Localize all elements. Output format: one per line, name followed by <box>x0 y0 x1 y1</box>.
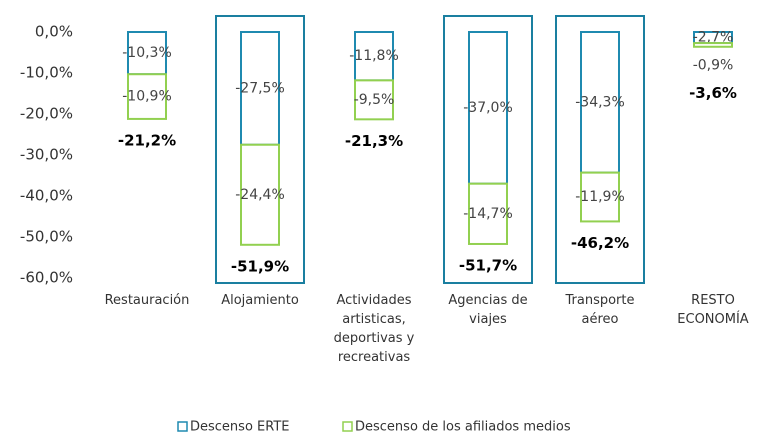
y-tick-label: -20,0% <box>20 105 73 123</box>
x-tick-line: Transporte <box>565 293 635 308</box>
x-tick-line: Restauración <box>105 293 190 308</box>
x-tick-line: recreativas <box>338 350 411 365</box>
value-label: -11,8% <box>349 48 399 64</box>
total-label: -51,7% <box>459 256 517 274</box>
x-tick-line: deportivas y <box>334 331 415 346</box>
x-tick-line: Actividades <box>336 293 411 308</box>
highlight-box <box>215 15 305 284</box>
total-label: -51,9% <box>231 257 289 275</box>
y-tick-label: -10,0% <box>20 64 73 82</box>
x-tick-label: RESTO ECONOMÍA <box>677 293 749 327</box>
value-label: -0,9% <box>693 58 734 74</box>
bar <box>468 31 508 185</box>
total-label: -21,2% <box>118 131 176 149</box>
y-tick-label: -50,0% <box>20 228 73 246</box>
legend-swatch <box>342 421 353 432</box>
x-tick-line: Alojamiento <box>221 293 299 308</box>
legend-label: Descenso de los afiliados medios <box>355 420 571 434</box>
total-label: -46,2% <box>571 234 629 252</box>
x-tick-label: Restauración <box>105 293 190 308</box>
x-tick-line: viajes <box>469 312 507 327</box>
y-tick-label: 0,0% <box>35 23 73 41</box>
x-tick-line: ECONOMÍA <box>677 311 749 327</box>
bar <box>240 143 280 246</box>
bar <box>580 31 620 174</box>
bar <box>693 42 733 48</box>
x-tick-label: Transporte aéreo <box>565 293 635 327</box>
legend-swatch <box>177 421 188 432</box>
x-tick-line: Agencias de <box>448 293 527 308</box>
value-label: -37,0% <box>463 100 513 116</box>
x-tick-label: Agencias de viajes <box>448 293 527 327</box>
x-tick-line: artisticas, <box>342 312 406 327</box>
bar <box>354 79 394 121</box>
x-tick-line: RESTO <box>691 293 735 308</box>
bar <box>468 182 508 245</box>
bar <box>580 171 620 223</box>
bar <box>240 31 280 146</box>
y-tick-label: -60,0% <box>20 269 73 287</box>
y-tick-label: -30,0% <box>20 146 73 164</box>
value-label: -2,7% <box>693 30 734 46</box>
value-label: -14,7% <box>463 206 513 222</box>
value-label: -27,5% <box>235 80 285 96</box>
y-tick-label: -40,0% <box>20 187 73 205</box>
total-label: -3,6% <box>689 84 737 102</box>
x-tick-label: Alojamiento <box>221 293 299 308</box>
bar <box>127 73 167 120</box>
total-label: -21,3% <box>345 132 403 150</box>
value-label: -34,3% <box>575 94 625 110</box>
highlight-box <box>555 15 645 284</box>
value-label: -9,5% <box>354 92 395 108</box>
value-label: -11,9% <box>575 189 625 205</box>
value-label: -10,9% <box>122 89 172 105</box>
x-tick-line: aéreo <box>582 312 619 327</box>
x-tick-label: Actividades artisticas, deportivas y recrea… <box>334 293 415 365</box>
value-label: -24,4% <box>235 187 285 203</box>
highlight-box <box>443 15 533 284</box>
value-label: -10,3% <box>122 45 172 61</box>
legend-label: Descenso ERTE <box>190 420 289 434</box>
